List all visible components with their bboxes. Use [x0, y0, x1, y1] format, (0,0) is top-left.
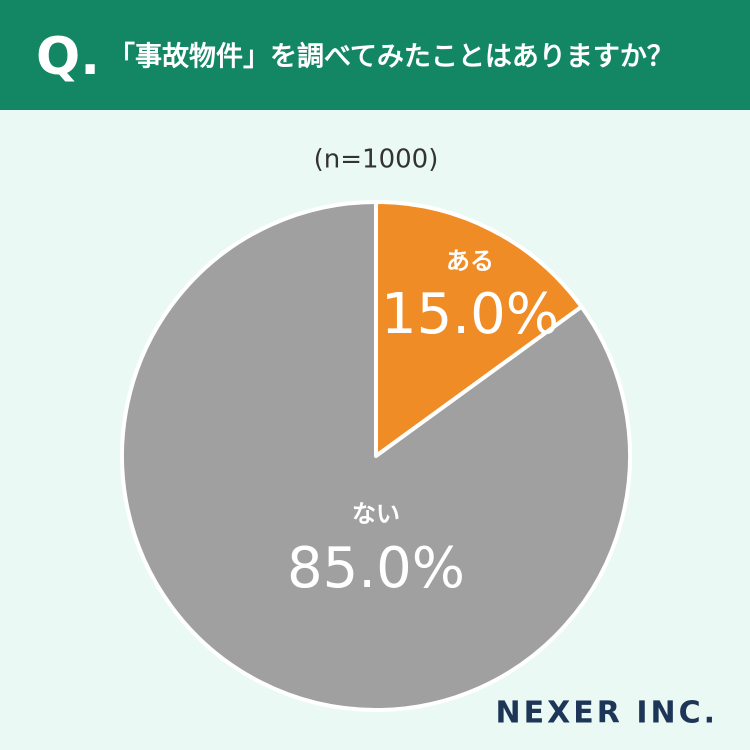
- brand: NEXER INC.: [496, 696, 718, 731]
- chart-title: 「事故物件」を調べてみたことはありますか？: [108, 41, 674, 73]
- slice-category: ない: [352, 500, 400, 528]
- pie: [120, 200, 632, 712]
- slice-category: ある: [446, 247, 494, 275]
- q-label: Q.: [36, 27, 100, 87]
- header-band: [0, 0, 750, 110]
- pie-slice: [374, 200, 584, 458]
- pie-slice: [120, 200, 632, 712]
- subtitle: (n=1000): [314, 145, 439, 175]
- slice-value-label: 85.0%: [287, 536, 465, 601]
- slice-value-label: 15.0%: [381, 282, 559, 347]
